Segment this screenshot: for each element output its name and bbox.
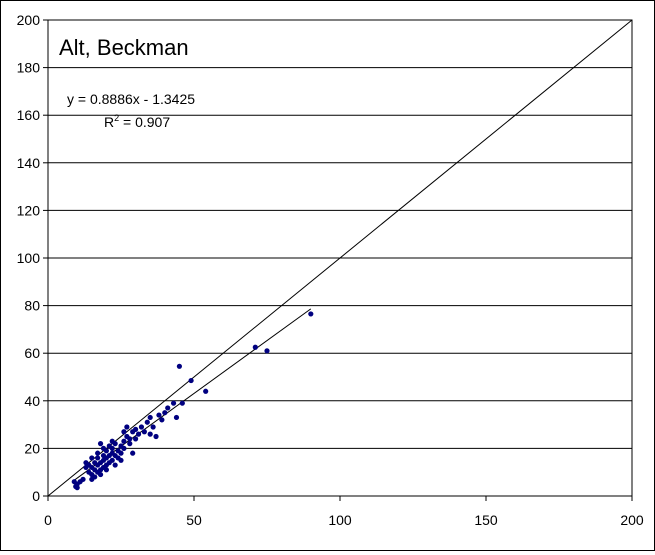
data-point bbox=[138, 424, 145, 430]
data-point bbox=[97, 471, 104, 478]
tick-labels: 0 20 40 60 80 100 120 140 160 180 200 0 50 100 150 200 bbox=[17, 12, 644, 528]
data-point bbox=[103, 448, 109, 454]
data-point bbox=[118, 457, 124, 463]
data-point bbox=[109, 457, 115, 463]
data-point bbox=[127, 436, 133, 442]
data-point bbox=[124, 424, 130, 430]
data-point bbox=[112, 441, 118, 447]
data-point bbox=[173, 414, 180, 421]
data-point bbox=[95, 455, 101, 461]
y-tick-label: 100 bbox=[17, 250, 41, 266]
data-point bbox=[153, 433, 159, 440]
y-tick-label: 160 bbox=[17, 107, 41, 123]
data-point bbox=[176, 363, 182, 369]
y-tick-label: 20 bbox=[24, 440, 40, 456]
r-squared-symbol: R bbox=[104, 114, 114, 130]
data-point bbox=[252, 344, 258, 350]
axes bbox=[43, 19, 633, 501]
r-squared-value: = 0.907 bbox=[119, 114, 170, 130]
data-point bbox=[74, 485, 80, 491]
data-point bbox=[203, 388, 209, 394]
data-point bbox=[308, 311, 314, 317]
data-points bbox=[71, 311, 314, 491]
x-tick-label: 150 bbox=[474, 512, 498, 528]
data-point bbox=[95, 450, 101, 456]
trendline-equation: y = 0.8886x - 1.3425 bbox=[67, 91, 195, 107]
r-squared-label: R2 = 0.907 bbox=[104, 113, 170, 130]
chart-title: Alt, Beckman bbox=[59, 35, 189, 60]
data-point bbox=[165, 405, 171, 411]
y-tick-label: 200 bbox=[17, 12, 41, 28]
data-point bbox=[144, 419, 150, 425]
data-point bbox=[159, 417, 165, 423]
data-point bbox=[150, 424, 156, 430]
data-point bbox=[135, 431, 142, 437]
y-tick-label: 180 bbox=[17, 60, 41, 76]
data-point bbox=[103, 467, 109, 473]
data-point bbox=[121, 438, 127, 444]
x-tick-label: 0 bbox=[44, 512, 52, 528]
data-point bbox=[162, 410, 168, 416]
y-tick-label: 40 bbox=[24, 393, 40, 409]
y-tick-label: 140 bbox=[17, 155, 41, 171]
y-tick-label: 0 bbox=[32, 488, 40, 504]
x-tick-label: 50 bbox=[186, 512, 202, 528]
data-point bbox=[92, 474, 98, 480]
x-tick-label: 200 bbox=[620, 512, 644, 528]
data-point bbox=[130, 450, 136, 456]
data-point bbox=[141, 429, 147, 435]
r-squared-exponent: 2 bbox=[114, 113, 119, 123]
x-tick-label: 100 bbox=[328, 512, 352, 528]
data-point bbox=[179, 400, 185, 406]
data-point bbox=[97, 441, 104, 447]
data-point bbox=[133, 436, 139, 442]
data-point bbox=[109, 445, 115, 451]
data-point bbox=[264, 348, 270, 354]
y-tick-label: 120 bbox=[17, 202, 41, 218]
data-point bbox=[170, 400, 177, 406]
data-point bbox=[112, 462, 118, 468]
data-point bbox=[121, 429, 127, 435]
data-point bbox=[121, 445, 127, 451]
data-point bbox=[80, 476, 86, 482]
y-tick-label: 80 bbox=[24, 298, 40, 314]
data-point bbox=[147, 431, 153, 437]
data-point bbox=[188, 377, 194, 384]
data-point bbox=[127, 441, 133, 447]
data-point bbox=[147, 414, 153, 421]
data-point bbox=[133, 426, 139, 432]
y-tick-label: 60 bbox=[24, 345, 40, 361]
identity-line bbox=[47, 19, 633, 497]
data-point bbox=[89, 455, 95, 461]
data-point bbox=[156, 412, 162, 418]
data-point bbox=[118, 450, 124, 456]
